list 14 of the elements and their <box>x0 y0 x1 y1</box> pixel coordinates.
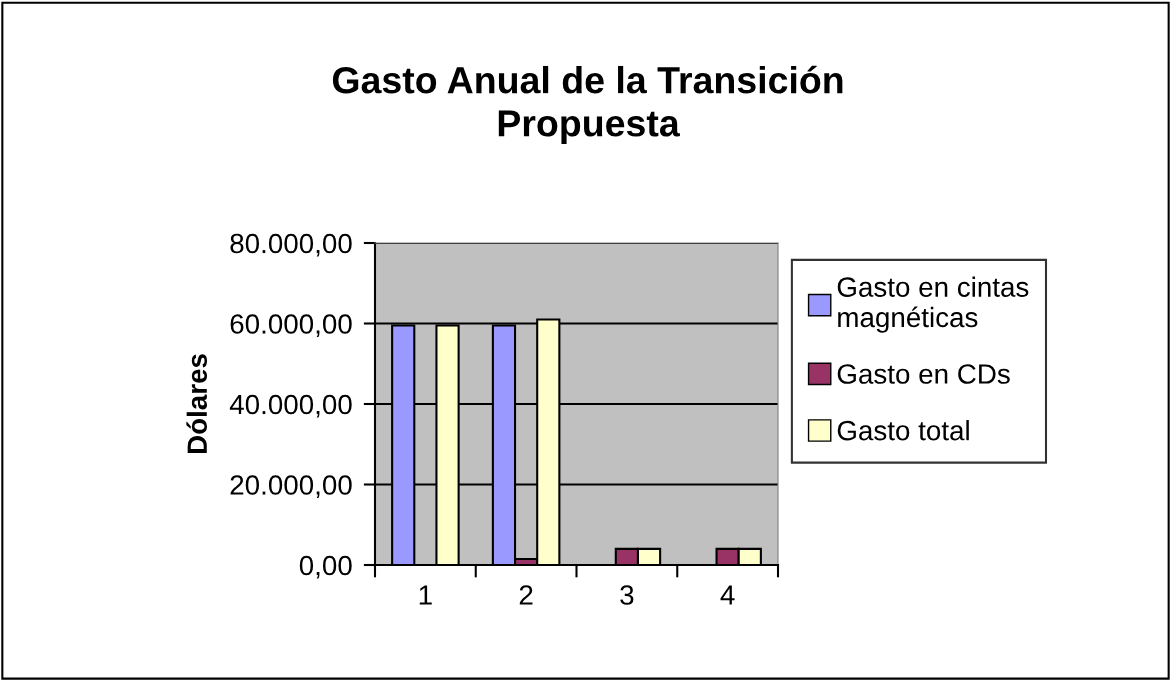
legend-label: Gasto total <box>837 420 969 441</box>
y-tick-label: 80.000,00 <box>230 233 352 257</box>
legend-label: Gasto en CDs <box>837 364 1010 384</box>
x-tick-label: 4 <box>720 585 735 605</box>
legend-label: Gasto en cintas magnéticas <box>837 276 1029 333</box>
y-tick-label: 60.000,00 <box>230 314 352 338</box>
y-tick-label: 20.000,00 <box>230 475 352 499</box>
x-tick-label: 3 <box>620 585 634 605</box>
x-tick-label: 2 <box>519 585 533 605</box>
chart-title: Gasto Anual de la Transición Propuesta <box>332 65 843 145</box>
y-axis-title: Dólares <box>186 354 208 454</box>
y-tick-label: 40.000,00 <box>229 394 352 418</box>
y-tick-label: 0,00 <box>299 555 352 579</box>
x-tick-label: 1 <box>419 585 432 605</box>
